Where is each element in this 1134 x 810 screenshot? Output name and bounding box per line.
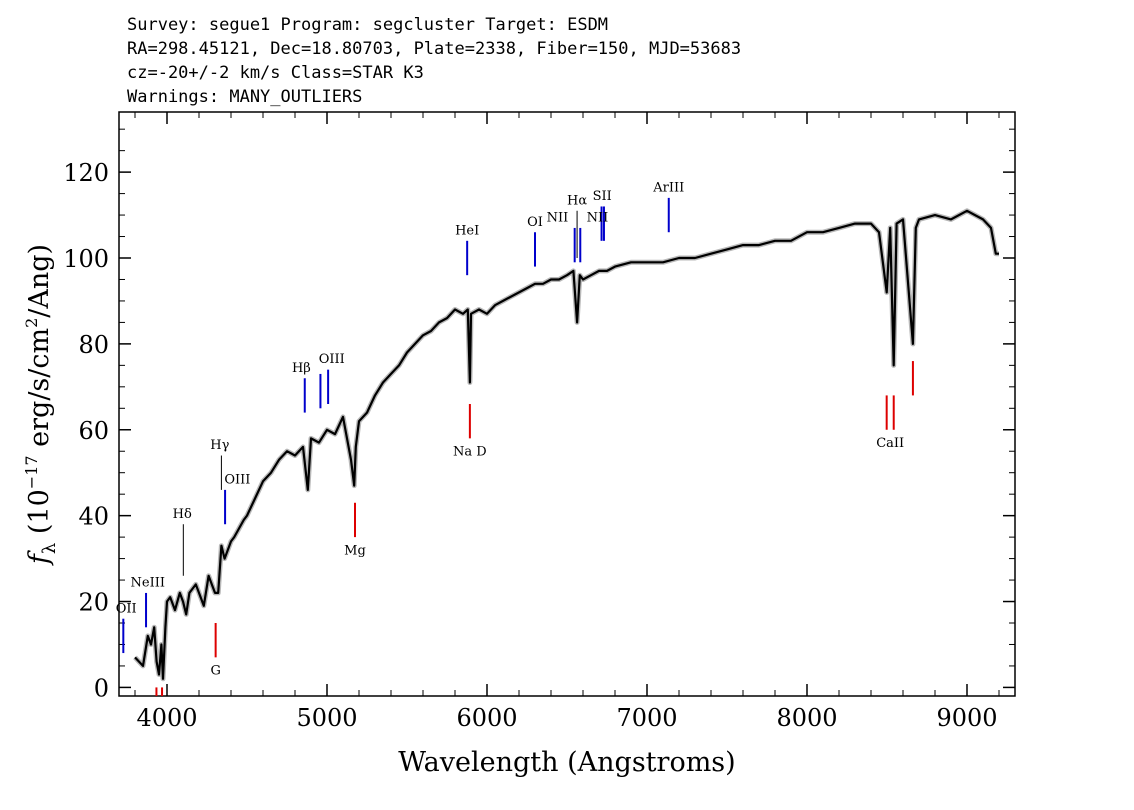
- y-tick-label: 0: [94, 674, 109, 702]
- line-label-sii: SII: [593, 189, 612, 204]
- spectrum-line: [134, 209, 999, 680]
- y-tick-label: 60: [78, 417, 109, 445]
- x-tick-label: 4000: [136, 704, 197, 732]
- line-label-caii: CaII: [876, 436, 904, 451]
- x-tick-label: 7000: [616, 704, 677, 732]
- line-label-hei: HeI: [455, 223, 479, 238]
- x-tick-label: 6000: [456, 704, 517, 732]
- header-block: Survey: segue1 Program: segcluster Targe…: [127, 15, 741, 107]
- line-label-hα: Hα: [567, 193, 587, 208]
- x-tick-label: 5000: [296, 704, 357, 732]
- header-line-4: Warnings: MANY_OUTLIERS: [127, 87, 362, 107]
- svg-text:fλ (10−17 erg/s/cm2/Ang): fλ (10−17 erg/s/cm2/Ang): [22, 244, 60, 566]
- header-line-3: cz=-20+/-2 km/s Class=STAR K3: [127, 63, 424, 83]
- line-label-oiii: OIII: [224, 472, 250, 487]
- line-label-neiii: NeIII: [131, 576, 165, 591]
- x-tick-label: 9000: [936, 704, 997, 732]
- line-label-ariii: ArIII: [652, 180, 684, 195]
- y-axis-label: fλ (10−17 erg/s/cm2/Ang): [22, 244, 60, 566]
- plot-frame: [118, 111, 1016, 697]
- line-label-nii: NII: [587, 211, 609, 226]
- y-tick-label: 80: [78, 331, 109, 359]
- y-tick-label: 120: [63, 159, 109, 187]
- axis-ticks: 4000 5000 6000 7000 8000 9000 0 20 40 60 80 100 120: [63, 112, 1015, 732]
- y-tick-label: 40: [78, 503, 109, 531]
- header-line-2: RA=298.45121, Dec=18.80703, Plate=2338, …: [127, 39, 741, 59]
- line-label-oi: OI: [527, 215, 543, 230]
- line-label-nii: NII: [547, 211, 569, 226]
- y-tick-label: 100: [63, 245, 109, 273]
- line-label-na-d: Na D: [453, 445, 487, 460]
- line-label-hγ: Hγ: [210, 438, 229, 453]
- header-line-1: Survey: segue1 Program: segcluster Targe…: [127, 15, 608, 35]
- line-label-oii: OII: [116, 601, 137, 616]
- spectral-line-markers: [122, 197, 914, 696]
- spectrum-series: [133, 208, 999, 682]
- line-label-hδ: Hδ: [173, 507, 192, 522]
- x-axis-label: Wavelength (Angstroms): [398, 747, 735, 778]
- line-label-oiii: OIII: [319, 352, 345, 367]
- line-label-hβ: Hβ: [292, 361, 311, 376]
- spectrum-error-band: [133, 208, 999, 682]
- line-label-g: G: [210, 664, 220, 679]
- line-label-mg: Mg: [344, 543, 366, 558]
- x-tick-label: 8000: [776, 704, 837, 732]
- y-tick-label: 20: [78, 589, 109, 617]
